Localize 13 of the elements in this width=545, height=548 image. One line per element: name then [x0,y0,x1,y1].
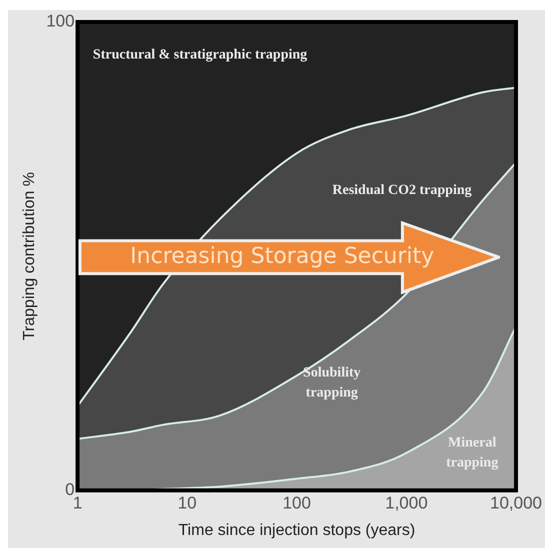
x-tick-label: 10,000 [490,493,542,512]
x-tick-label: 1 [72,493,82,512]
series-label: Solubility trapping [303,365,361,400]
y-axis-title: Trapping contribution % [21,172,38,340]
annotation: Increasing Storage Security [130,244,434,269]
x-axis-title: Time since injection stops (years) [178,522,416,539]
x-tick-label: 10 [178,493,197,512]
series-label: Mineral trapping [446,436,498,471]
x-tick-label: 100 [282,493,311,512]
series-label: Residual CO2 trapping [332,183,472,198]
series-label: Structural & stratigraphic trapping [92,47,308,62]
y-tick-label: 0 [65,480,75,500]
x-tick-label: 1,000 [385,493,428,512]
